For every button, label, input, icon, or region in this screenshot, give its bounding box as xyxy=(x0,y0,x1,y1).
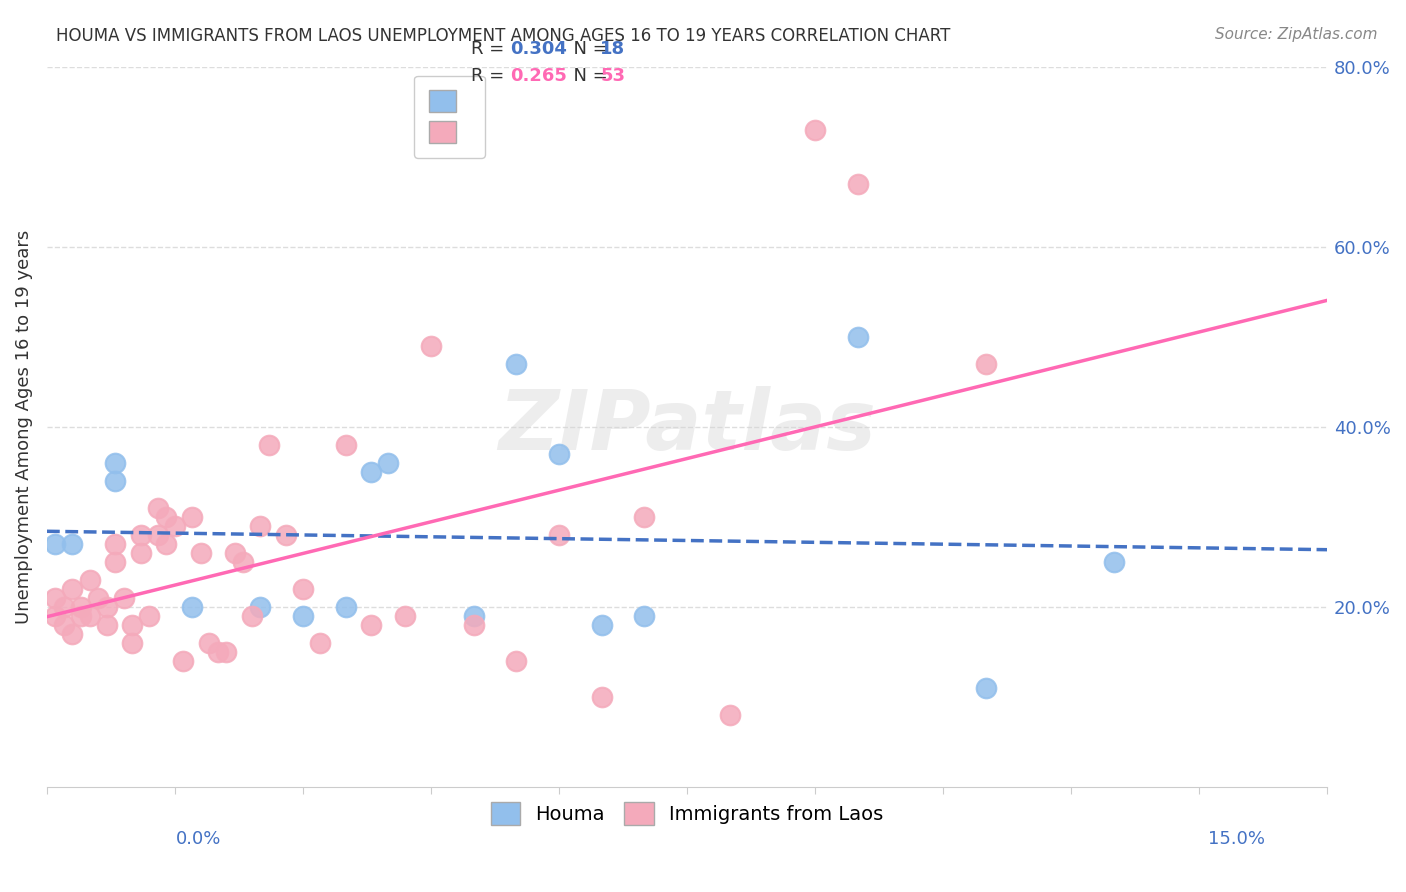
Text: Source: ZipAtlas.com: Source: ZipAtlas.com xyxy=(1215,27,1378,42)
Point xyxy=(198,636,221,650)
Point xyxy=(138,609,160,624)
Point xyxy=(548,528,571,542)
Point xyxy=(591,618,613,632)
Point xyxy=(155,537,177,551)
Point xyxy=(591,690,613,705)
Point xyxy=(974,681,997,695)
Point xyxy=(96,618,118,632)
Point xyxy=(718,708,741,723)
Point xyxy=(155,510,177,524)
Point xyxy=(394,609,416,624)
Point xyxy=(291,582,314,596)
Point xyxy=(104,537,127,551)
Point xyxy=(377,456,399,470)
Point xyxy=(249,519,271,533)
Text: 18: 18 xyxy=(600,40,626,58)
Point xyxy=(505,654,527,668)
Point xyxy=(974,357,997,371)
Point xyxy=(104,555,127,569)
Point xyxy=(335,600,357,615)
Point xyxy=(79,609,101,624)
Text: 0.304: 0.304 xyxy=(510,40,567,58)
Legend: Houma, Immigrants from Laos: Houma, Immigrants from Laos xyxy=(481,792,893,835)
Text: N =: N = xyxy=(562,40,614,58)
Point xyxy=(232,555,254,569)
Point xyxy=(249,600,271,615)
Text: HOUMA VS IMMIGRANTS FROM LAOS UNEMPLOYMENT AMONG AGES 16 TO 19 YEARS CORRELATION: HOUMA VS IMMIGRANTS FROM LAOS UNEMPLOYME… xyxy=(56,27,950,45)
Text: N =: N = xyxy=(562,67,614,85)
Point xyxy=(1102,555,1125,569)
Point xyxy=(146,500,169,515)
Point xyxy=(633,609,655,624)
Point xyxy=(96,600,118,615)
Point xyxy=(79,573,101,587)
Point xyxy=(121,636,143,650)
Point xyxy=(52,618,75,632)
Point xyxy=(44,609,66,624)
Point xyxy=(181,600,204,615)
Point xyxy=(44,591,66,605)
Point xyxy=(44,537,66,551)
Point xyxy=(52,600,75,615)
Y-axis label: Unemployment Among Ages 16 to 19 years: Unemployment Among Ages 16 to 19 years xyxy=(15,230,32,624)
Point xyxy=(190,546,212,560)
Point xyxy=(146,528,169,542)
Text: 0.265: 0.265 xyxy=(510,67,567,85)
Text: 0.0%: 0.0% xyxy=(176,830,221,847)
Point xyxy=(463,609,485,624)
Point xyxy=(62,627,84,641)
Point xyxy=(804,122,827,136)
Point xyxy=(360,465,382,479)
Text: R =: R = xyxy=(471,67,510,85)
Point xyxy=(104,474,127,488)
Text: 15.0%: 15.0% xyxy=(1208,830,1265,847)
Point xyxy=(87,591,110,605)
Text: R =: R = xyxy=(471,40,510,58)
Point xyxy=(846,177,869,191)
Text: ZIPatlas: ZIPatlas xyxy=(498,386,876,467)
Point xyxy=(224,546,246,560)
Point xyxy=(633,510,655,524)
Point xyxy=(129,528,152,542)
Point xyxy=(163,519,186,533)
Point xyxy=(420,339,443,353)
Point xyxy=(172,654,194,668)
Point xyxy=(62,537,84,551)
Point xyxy=(70,609,93,624)
Point xyxy=(215,645,238,659)
Point xyxy=(112,591,135,605)
Point xyxy=(846,330,869,344)
Point xyxy=(121,618,143,632)
Point xyxy=(291,609,314,624)
Point xyxy=(274,528,297,542)
Point xyxy=(129,546,152,560)
Point xyxy=(505,357,527,371)
Point xyxy=(207,645,229,659)
Point xyxy=(309,636,332,650)
Point xyxy=(181,510,204,524)
Point xyxy=(62,582,84,596)
Point xyxy=(104,456,127,470)
Point xyxy=(70,600,93,615)
Text: 53: 53 xyxy=(600,67,626,85)
Point xyxy=(240,609,263,624)
Point xyxy=(360,618,382,632)
Point xyxy=(257,438,280,452)
Point xyxy=(548,447,571,461)
Point xyxy=(463,618,485,632)
Point xyxy=(335,438,357,452)
